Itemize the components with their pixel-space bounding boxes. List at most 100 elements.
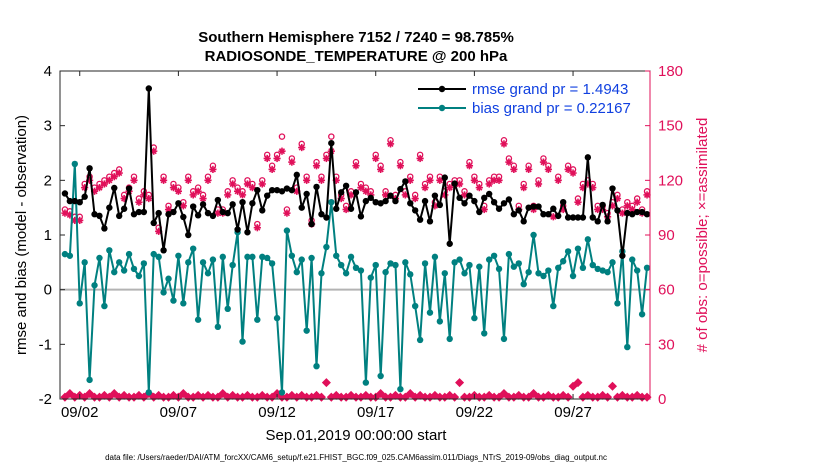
bias-point [520,281,527,288]
bias-point [239,338,246,345]
bias-point [407,271,414,278]
y-left-axis-ticks: -2 -1 0 1 2 3 4 [39,63,65,408]
rmse-point [436,201,444,209]
obs-assimilated-marker [416,154,424,163]
rmse-point [86,165,93,172]
obs-assimilated-marker [253,224,261,232]
rmse-point [490,199,498,206]
rmse-point [367,194,374,202]
rmse-point [481,194,488,202]
bias-point [130,265,138,273]
bias-point [81,259,88,266]
obs-assimilated-marker [238,191,247,199]
bias-point [323,243,330,251]
obs-assimilated-marker [633,198,641,206]
bias-point [643,264,651,271]
bias-point [111,268,118,276]
obs-assimilated-marker [352,162,360,170]
bias-point [594,265,601,273]
bias-point [342,270,350,277]
bias-point [180,300,187,307]
bias-point [175,252,182,259]
rmse-point [584,154,592,161]
obs-assimilated-marker [500,140,508,148]
bias-point [86,376,93,384]
obs-assimilated-marker [229,180,237,188]
bias-point [328,199,335,206]
obs-assimilated-marker [396,162,404,170]
rmse-point [111,184,118,192]
bias-point [392,261,399,269]
bias-point [249,253,256,261]
rmse-point [135,208,143,216]
rmse-point [357,213,365,220]
bias-point [441,270,448,277]
bias-point [313,363,320,370]
bias-point [204,270,212,277]
rmse-point [416,216,424,223]
rmse-point [500,200,508,207]
bias-point [555,264,562,271]
rmse-point [594,218,601,225]
obs-assimilated-marker [505,158,513,166]
bias-point [633,267,641,274]
y-right-tick-label: 0 [658,391,666,408]
rmse-point [199,201,207,208]
obs-assimilated-marker [357,184,365,192]
rmse-point [579,214,587,221]
obs-assimilated-marker [520,184,528,192]
rmse-point [130,211,138,218]
bias-point [357,267,365,274]
rmse-point [456,194,463,202]
bias-point [298,256,305,263]
bias-point [402,259,409,266]
obs-assimilated-marker [377,165,385,173]
obs-assimilated-marker [539,158,548,166]
rmse-point [328,139,335,147]
x-tick-label: 09/22 [456,404,494,421]
bias-point [431,253,439,261]
obs-assimilated-marker [179,202,187,210]
rmse-point [180,213,187,221]
bias-point [574,245,582,252]
obs-assimilated-marker [485,180,493,188]
bias-point [426,309,434,316]
rmse-point [313,183,320,191]
rmse-point [229,201,236,208]
y-right-tick-label: 60 [658,282,675,299]
bias-point [589,261,596,269]
obs-assimilated-marker [100,180,108,188]
rmse-point [446,240,453,247]
rmse-point [633,208,641,216]
obs-assimilated-marker [465,162,474,170]
bias-point [293,268,300,276]
rmse-point [451,180,458,187]
bias-point [461,270,468,277]
rmse-point [604,218,611,225]
obs-assimilated-marker [362,187,370,195]
rmse-point [204,209,212,217]
obs-assimilated-marker [159,176,168,184]
rmse-point [629,211,636,218]
rmse-point [234,226,241,233]
rmse-point [170,208,177,216]
legend: rmse grand pr = 1.4943 bias grand pr = 0… [413,76,643,118]
obs-assimilated-marker [174,187,182,195]
bias-point [367,274,374,281]
rmse-point [140,208,148,216]
bias-point [140,260,148,267]
rmse-point [273,186,281,194]
rmse-point [589,214,596,221]
obs-possible-marker [278,133,286,140]
obs-assimilated-marker [303,176,311,184]
x-tick-label: 09/02 [61,404,99,421]
obs-assimilated-marker [569,169,577,177]
obs-assimilated-marker [574,198,582,206]
bias-point [61,250,69,258]
bias-point [629,256,636,263]
rmse-point [115,212,123,220]
rmse-point [145,85,152,92]
bias-point [505,250,513,258]
bias-point [382,268,389,276]
bias-point [170,297,177,304]
